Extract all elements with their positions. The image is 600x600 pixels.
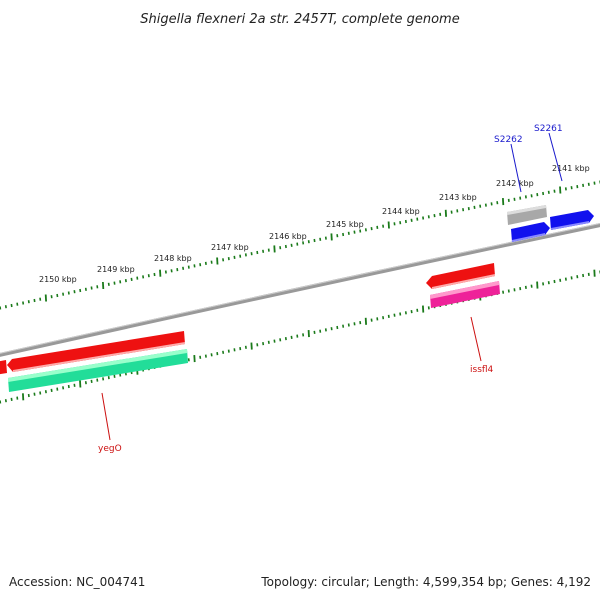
tick-label-2143: 2143 kbp (439, 193, 477, 202)
label-issfl4[interactable]: issfl4 (470, 365, 494, 375)
feature-issfl4[interactable] (430, 281, 500, 308)
map-title: Shigella flexneri 2a str. 2457T, complet… (140, 12, 459, 27)
tick-label-2147: 2147 kbp (211, 243, 249, 252)
genome-backbone (0, 223, 600, 357)
feature-gray[interactable] (507, 205, 547, 225)
tick-label-2142: 2142 kbp (496, 179, 534, 188)
outer-tick-ring (0, 180, 600, 310)
feature-red-left[interactable] (0, 331, 185, 375)
leader-issfl4 (470, 316, 482, 362)
label-yego[interactable]: yegO (98, 444, 122, 454)
feature-yego[interactable] (8, 349, 188, 392)
leader-s2261 (548, 132, 563, 182)
tick-label-2149: 2149 kbp (97, 265, 135, 274)
label-s2261[interactable]: S2261 (534, 124, 563, 134)
tick-label-2144: 2144 kbp (382, 207, 420, 216)
accession-text: Accession: NC_004741 (9, 575, 145, 589)
leader-yego (101, 392, 111, 441)
tick-label-2148: 2148 kbp (154, 254, 192, 263)
feature-s2261[interactable] (550, 210, 594, 230)
feature-red-right[interactable] (426, 263, 495, 289)
tick-label-2141: 2141 kbp (552, 164, 590, 173)
genome-summary-text: Topology: circular; Length: 4,599,354 bp… (260, 575, 591, 589)
leader-s2262 (510, 143, 522, 193)
feature-s2262[interactable] (511, 222, 550, 242)
label-s2262[interactable]: S2262 (494, 135, 523, 145)
tick-labels: 2141 kbp 2142 kbp 2143 kbp 2144 kbp 2145… (39, 164, 590, 284)
tick-label-2150: 2150 kbp (39, 275, 77, 284)
tick-label-2145: 2145 kbp (326, 220, 364, 229)
tick-label-2146: 2146 kbp (269, 232, 307, 241)
